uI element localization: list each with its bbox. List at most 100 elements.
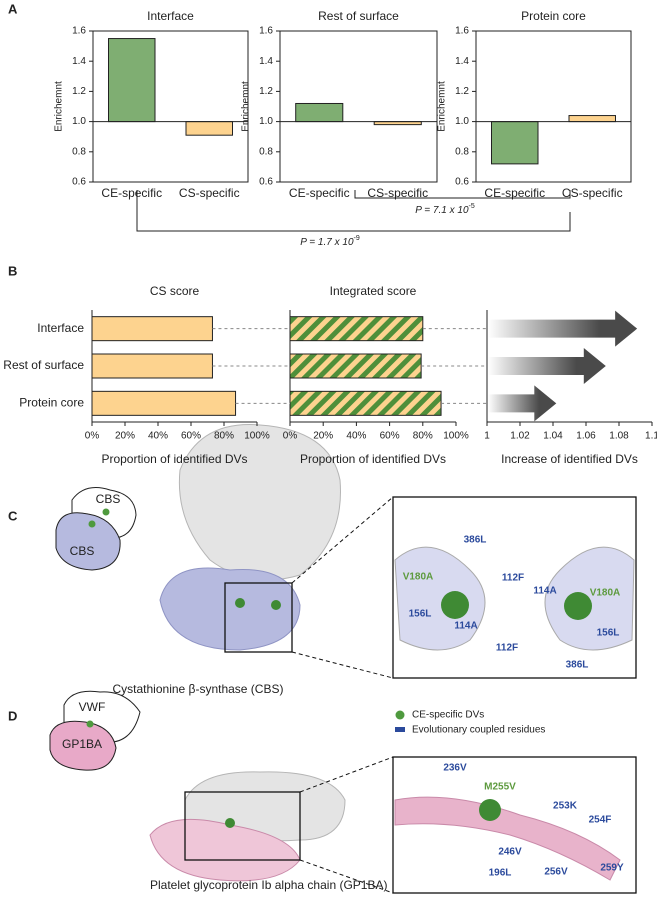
residue-label: 236V	[443, 763, 467, 774]
dv-sphere	[441, 591, 469, 619]
dv-sphere	[225, 818, 235, 828]
y-axis-label: Enrichemnt	[241, 81, 252, 132]
diagram-label: VWF	[79, 700, 106, 714]
y-tick-label: 1.0	[455, 116, 469, 127]
y-tick-label: 0.6	[455, 177, 469, 188]
y-axis-label: Enrichemnt	[437, 81, 448, 132]
residue-label: 246V	[498, 847, 522, 858]
y-tick-label: Protein core	[19, 396, 84, 410]
x-tick-label: 60%	[181, 431, 201, 442]
x-tick-label: 40%	[346, 431, 366, 442]
x-tick-label: 20%	[313, 431, 333, 442]
x-tick-label: CE-specific	[484, 186, 545, 200]
y-tick-label: 0.8	[259, 146, 273, 157]
residue-label: M255V	[484, 782, 516, 793]
bar	[289, 353, 422, 379]
residue-label: V180A	[403, 572, 434, 583]
bar	[108, 38, 156, 123]
y-tick-label: 1.4	[455, 56, 469, 67]
x-tick-label: 1.04	[543, 431, 563, 442]
residue-label: 256V	[544, 867, 568, 878]
panel-letter: A	[8, 1, 18, 16]
x-axis-label: Proportion of identified DVs	[300, 452, 446, 466]
residue-label: 112F	[502, 573, 524, 584]
x-tick-label: 40%	[148, 431, 168, 442]
arrow	[488, 385, 557, 422]
panel-letter: C	[8, 508, 18, 523]
x-tick-label: CS-specific	[562, 186, 623, 200]
x-tick-label: 80%	[413, 431, 433, 442]
ribbon	[394, 796, 621, 881]
dv-sphere	[479, 799, 501, 821]
chart-title: CS score	[150, 284, 200, 298]
y-tick-label: 0.6	[72, 177, 86, 188]
zoom-line	[299, 756, 394, 793]
dv-dot	[88, 520, 96, 528]
x-tick-label: 20%	[115, 431, 135, 442]
y-tick-label: 1.0	[72, 116, 86, 127]
protein	[159, 567, 301, 651]
y-tick-label: 1.6	[72, 26, 86, 37]
bracket	[136, 190, 571, 232]
residue-label: V180A	[590, 588, 621, 599]
x-tick-label: 1.06	[576, 431, 596, 442]
y-tick-label: Interface	[37, 321, 84, 335]
diagram-label: GP1BA	[62, 737, 102, 751]
x-axis-label: Proportion of identified DVs	[101, 452, 247, 466]
residue-label: 196L	[489, 868, 512, 879]
arrow	[488, 348, 606, 384]
ribbon	[394, 546, 486, 651]
chart-title: Protein core	[521, 9, 586, 23]
panel-d: VWF GP1BA Platelet glycoprotein Ib alpha…	[49, 690, 637, 894]
x-axis-label: Increase of identified DVs	[501, 452, 638, 466]
diagram-label: CBS	[96, 492, 121, 506]
residue-label: 114A	[454, 621, 477, 632]
diagram-blob	[55, 512, 121, 571]
caption: Platelet glycoprotein Ib alpha chain (GP…	[150, 878, 387, 892]
panel-letter: B	[8, 263, 17, 278]
bar	[568, 115, 616, 123]
x-tick-label: CS-specific	[179, 186, 240, 200]
bar	[491, 121, 539, 165]
plot-frame	[92, 30, 249, 183]
panel-c: CBS CBS Cystathionine β-synthase (CBS) 3…	[55, 424, 637, 696]
protein	[178, 424, 341, 581]
x-tick-label: 100%	[244, 431, 270, 442]
bar	[289, 390, 442, 416]
bar	[91, 316, 213, 342]
legend-swatch	[395, 710, 405, 720]
y-tick-label: 0.8	[72, 146, 86, 157]
x-tick-label: 100%	[443, 431, 469, 442]
residue-label: 253K	[553, 801, 578, 812]
residue-label: 156L	[409, 609, 432, 620]
x-tick-label: CS-specific	[367, 186, 428, 200]
plot-frame	[475, 30, 632, 183]
x-tick-label: 60%	[380, 431, 400, 442]
y-tick-label: 1.4	[259, 56, 273, 67]
bar	[289, 316, 424, 342]
y-tick-label: 0.8	[455, 146, 469, 157]
y-axis-label: Enrichemnt	[54, 81, 65, 132]
y-tick-label: 1.0	[259, 116, 273, 127]
chart-title: Interface	[147, 9, 194, 23]
residue-label: 114A	[533, 586, 556, 597]
dv-sphere	[564, 592, 592, 620]
panel-letter: D	[8, 708, 17, 723]
chart-title: Rest of surface	[318, 9, 399, 23]
y-tick-label: 1.6	[259, 26, 273, 37]
legend-swatch	[395, 727, 405, 732]
bar	[185, 121, 233, 136]
arrow	[488, 310, 638, 347]
x-tick-label: CE-specific	[101, 186, 162, 200]
y-tick-label: 0.6	[259, 177, 273, 188]
legend-label: Evolutionary coupled residues	[412, 725, 545, 736]
x-tick-label: 1.02	[510, 431, 530, 442]
residue-label: 254F	[589, 815, 612, 826]
y-tick-label: 1.4	[72, 56, 86, 67]
caption: Cystathionine β-synthase (CBS)	[113, 682, 284, 696]
zoom-box	[224, 582, 293, 653]
x-tick-label: 1.08	[609, 431, 629, 442]
bar	[91, 353, 213, 379]
bar	[295, 102, 344, 123]
